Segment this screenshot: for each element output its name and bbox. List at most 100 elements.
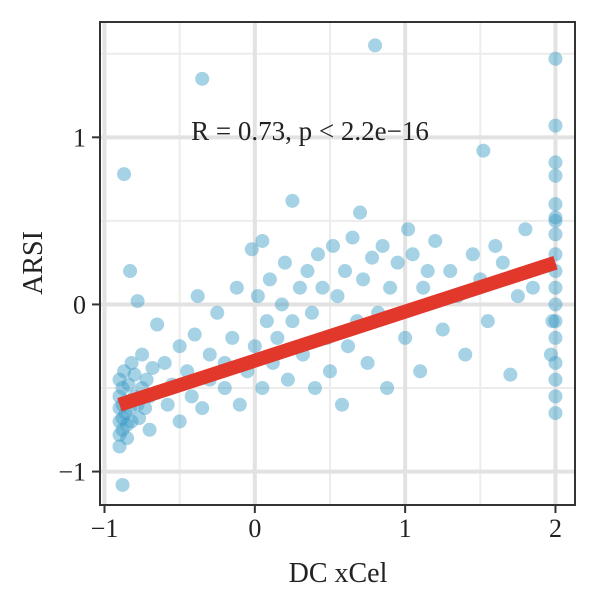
point xyxy=(465,247,480,262)
plot-border xyxy=(99,21,576,506)
point xyxy=(335,397,350,412)
point xyxy=(255,381,270,396)
point xyxy=(142,422,157,437)
point xyxy=(548,213,563,228)
point xyxy=(280,372,295,387)
point xyxy=(338,264,353,279)
point xyxy=(548,297,563,312)
point xyxy=(330,289,345,304)
point xyxy=(401,222,416,237)
point xyxy=(548,355,563,370)
point xyxy=(270,330,285,345)
point xyxy=(525,280,540,295)
point xyxy=(210,305,225,320)
point xyxy=(145,360,160,375)
point xyxy=(139,372,154,387)
point xyxy=(274,297,289,312)
y-tick-label: 1 xyxy=(73,123,86,152)
point xyxy=(548,227,563,242)
point xyxy=(225,330,240,345)
point xyxy=(121,377,136,392)
point xyxy=(365,250,380,265)
point xyxy=(117,364,132,379)
point xyxy=(232,397,247,412)
point xyxy=(548,197,563,212)
point xyxy=(202,347,217,362)
point xyxy=(300,264,315,279)
point xyxy=(247,339,262,354)
point xyxy=(255,233,270,248)
point xyxy=(304,305,319,320)
point xyxy=(458,347,473,362)
point xyxy=(120,417,135,432)
y-tick-label: −1 xyxy=(58,458,86,487)
point xyxy=(124,414,139,429)
point xyxy=(187,327,202,342)
point xyxy=(548,118,563,133)
point xyxy=(413,364,428,379)
point xyxy=(548,280,563,295)
point xyxy=(195,401,210,416)
point xyxy=(341,339,356,354)
point xyxy=(510,289,525,304)
point xyxy=(160,397,175,412)
point xyxy=(157,355,172,370)
y-tick-label: 0 xyxy=(73,290,86,319)
point xyxy=(112,372,127,387)
point xyxy=(262,272,277,287)
fit-line xyxy=(117,256,558,412)
point xyxy=(518,222,533,237)
point xyxy=(195,71,210,86)
point xyxy=(150,317,165,332)
point xyxy=(435,322,450,337)
point xyxy=(548,372,563,387)
point xyxy=(443,264,458,279)
point xyxy=(380,381,395,396)
point xyxy=(476,143,491,158)
point xyxy=(285,314,300,329)
point xyxy=(292,280,307,295)
point xyxy=(285,193,300,208)
point xyxy=(543,347,558,362)
point xyxy=(229,280,244,295)
point xyxy=(398,330,413,345)
point xyxy=(172,414,187,429)
point xyxy=(345,230,360,245)
x-tick-label: −1 xyxy=(91,514,119,543)
point xyxy=(428,233,443,248)
point xyxy=(360,355,375,370)
point xyxy=(420,264,435,279)
point xyxy=(548,389,563,404)
point xyxy=(250,289,265,304)
point xyxy=(115,381,130,396)
point xyxy=(322,364,337,379)
point xyxy=(124,355,139,370)
y-axis-title: ARSI xyxy=(18,231,49,295)
point xyxy=(259,314,274,329)
point xyxy=(405,247,420,262)
point xyxy=(548,330,563,345)
point xyxy=(127,367,142,382)
point xyxy=(307,381,322,396)
point xyxy=(117,167,132,182)
x-axis-title: DC xCel xyxy=(289,558,388,589)
point xyxy=(353,205,368,220)
x-tick-label: 1 xyxy=(399,514,412,543)
point xyxy=(356,272,371,287)
point xyxy=(488,238,503,253)
point xyxy=(190,289,205,304)
point xyxy=(112,439,127,454)
point xyxy=(548,51,563,66)
point xyxy=(184,389,199,404)
point xyxy=(548,314,563,329)
x-tick-label: 2 xyxy=(549,514,562,543)
point xyxy=(548,406,563,421)
point xyxy=(375,238,390,253)
point xyxy=(120,431,135,446)
point xyxy=(172,339,187,354)
point xyxy=(132,411,147,426)
point xyxy=(495,255,510,270)
point xyxy=(123,264,138,279)
point xyxy=(135,347,150,362)
